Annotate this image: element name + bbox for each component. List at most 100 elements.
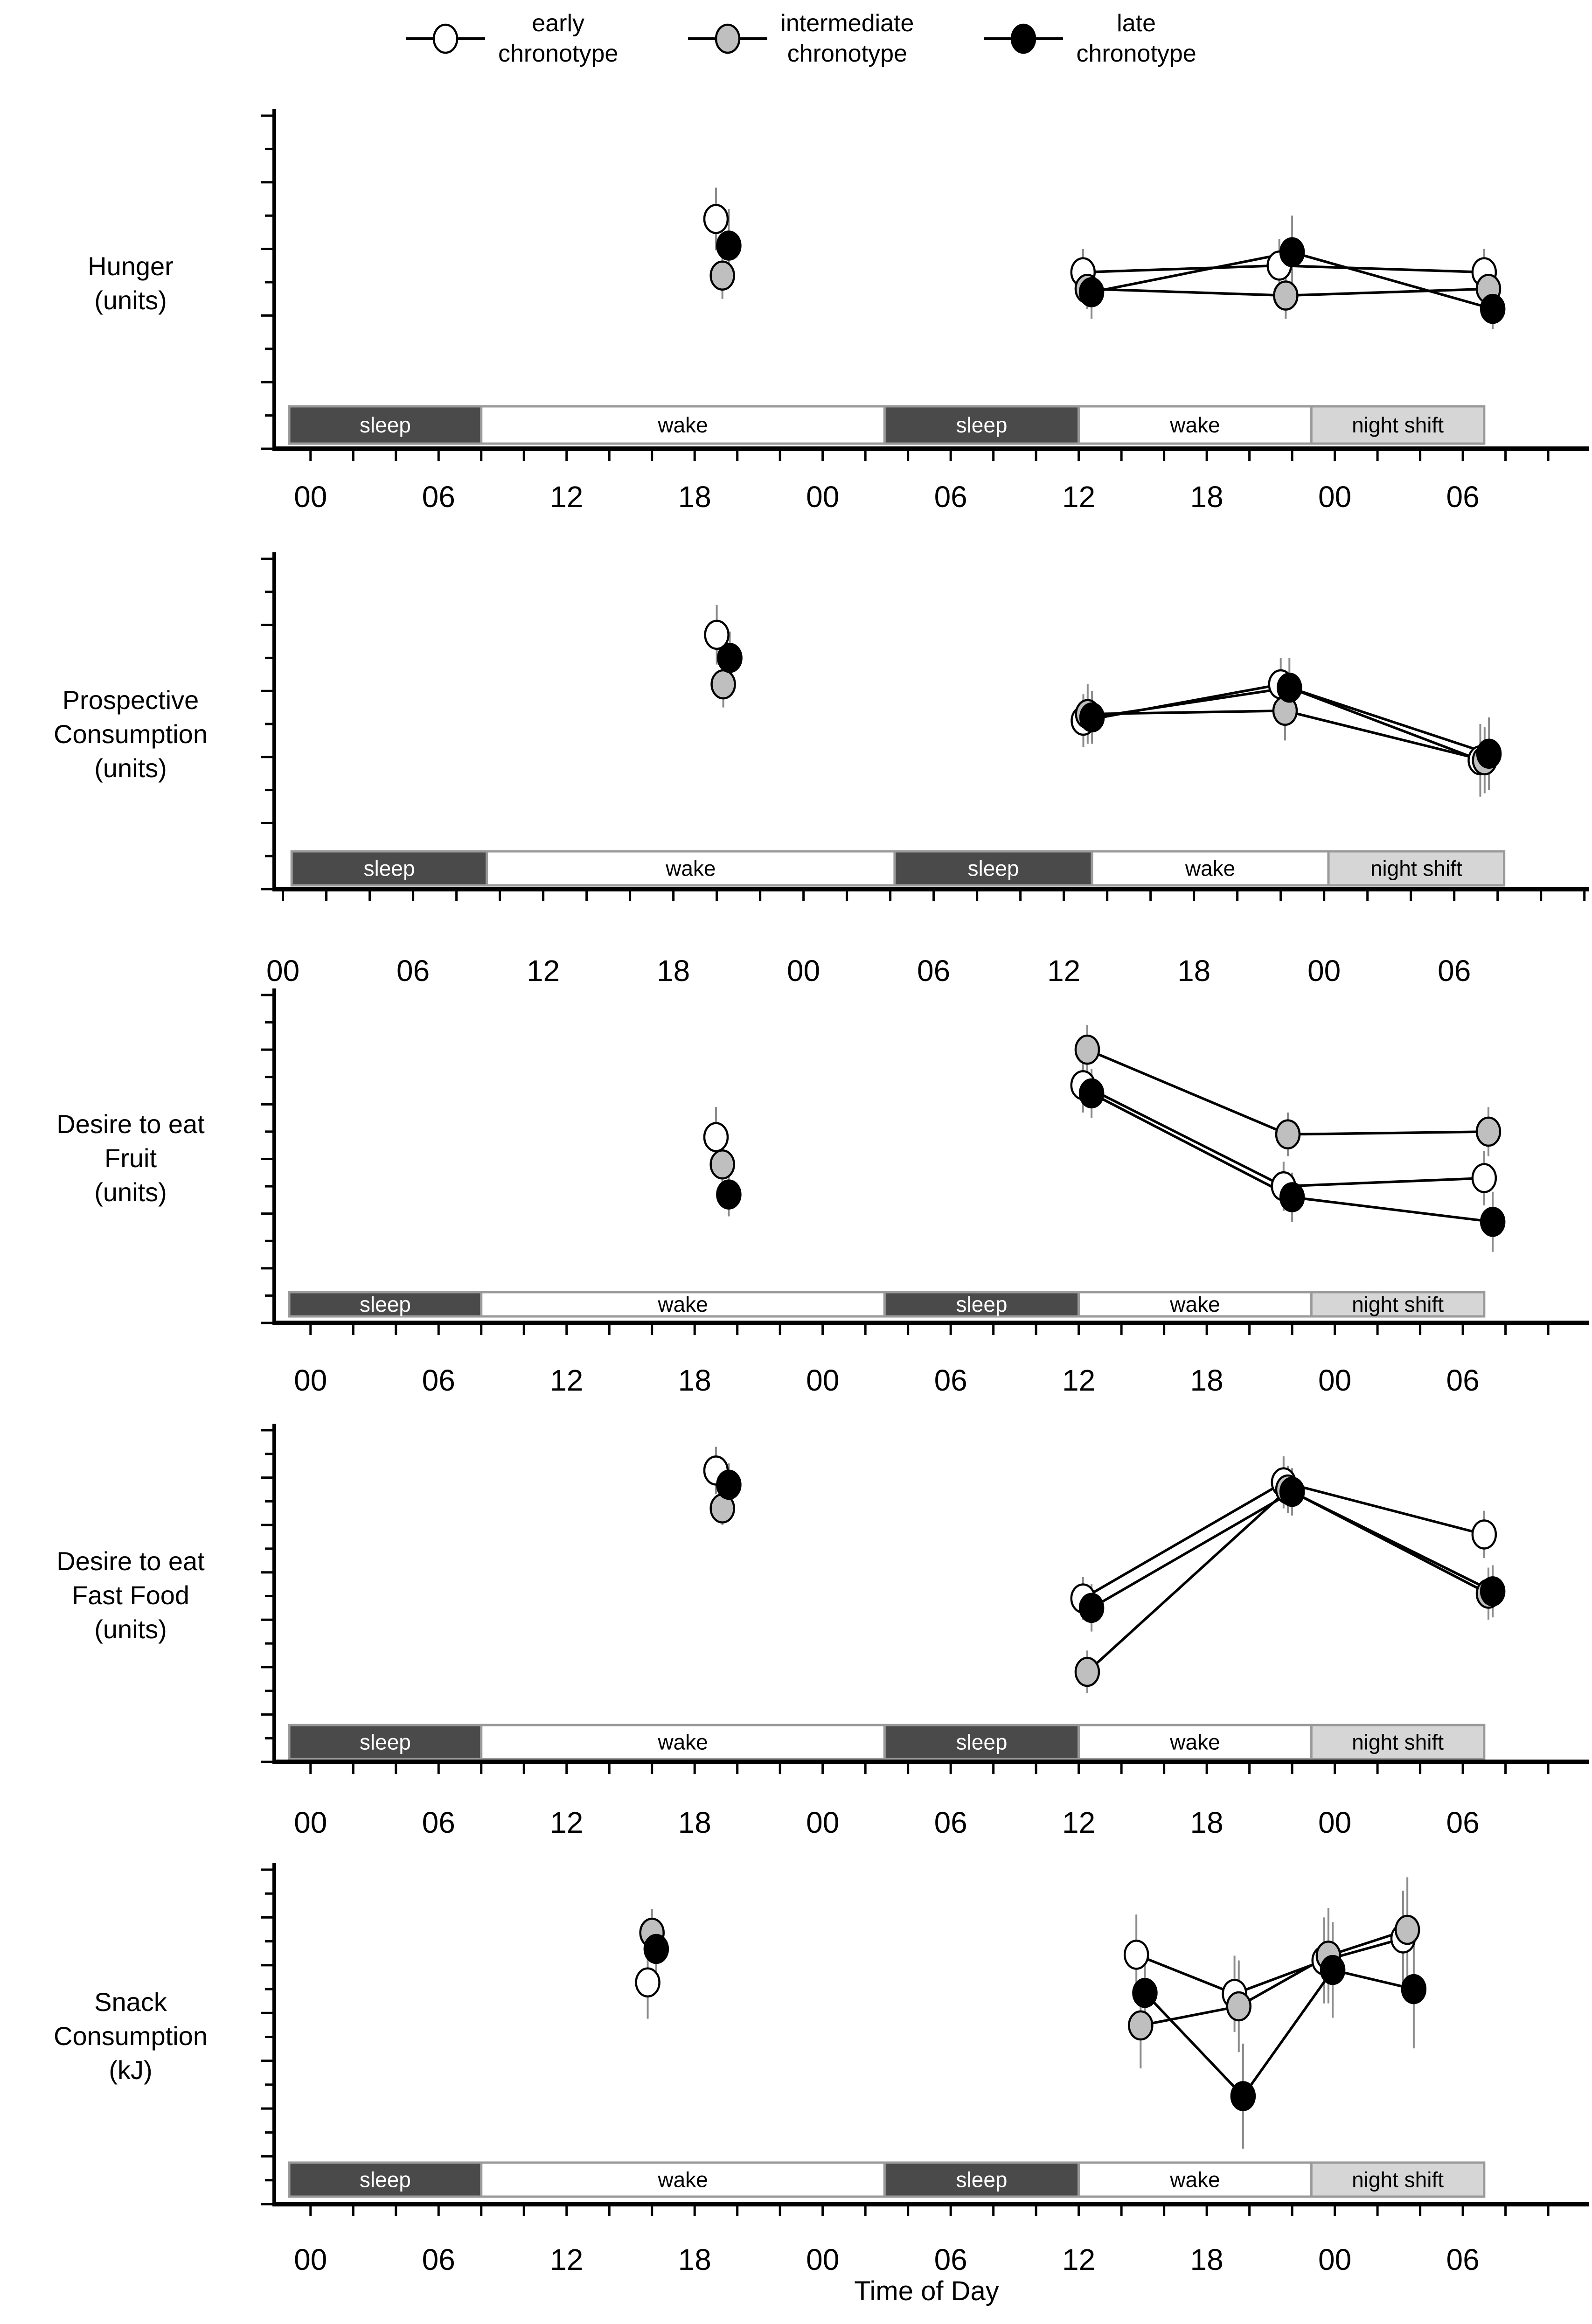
late-chronotype-point [1480,1576,1506,1607]
late-chronotype-point [1230,2081,1256,2111]
x-tick-label: 12 [1062,480,1095,513]
x-tick-label: 00 [1318,1364,1351,1397]
x-tick-label: 06 [422,2243,455,2272]
schedule-bar-wake [1078,1724,1313,1760]
x-tick-label: 00 [266,954,299,988]
x-tick-label: 06 [1446,480,1480,513]
legend-item-intermediate: intermediate chronotype [688,8,914,69]
early-chronotype-point [635,1967,660,1997]
intermediate-chronotype-point [1074,1034,1100,1065]
late-chronotype-point [716,230,742,261]
x-tick-label: 18 [1190,2243,1224,2272]
x-tick-label: 18 [1190,480,1224,513]
ylabel-desire-fast-food: Desire to eat Fast Food (units) [56,1546,205,1644]
late-chronotype-point [1480,1206,1506,1237]
x-tick-label: 00 [787,954,820,988]
schedule-bar-label: wake [657,413,708,437]
schedule-bar-label: wake [657,1730,708,1754]
x-tick-label: 00 [806,1364,839,1397]
intermediate-chronotype-point [1074,1656,1100,1687]
schedule-bar-label: sleep [360,1730,411,1754]
x-tick-label: 00 [294,480,327,513]
x-tick-label: 06 [396,954,430,988]
early-chronotype-point [704,619,730,650]
x-tick-label: 12 [1062,2243,1095,2272]
schedule-bar-wake [480,1291,886,1318]
schedule-bar-sleep [288,1291,483,1318]
schedule-bar-label: wake [657,1292,708,1316]
schedule-bar-label: sleep [363,856,415,881]
late-chronotype-point [1279,237,1305,267]
legend-label-late: late chronotype [1076,10,1196,67]
early-chronotype-point [703,204,729,234]
intermediate-chronotype-point [1475,1116,1502,1147]
schedule-bar-sleep [883,405,1080,445]
ylabel-snack-consumption: Snack Consumption (kJ) [54,1987,208,2085]
schedule-bar-night-shift [1327,850,1506,887]
x-tick-label: 06 [934,2243,967,2272]
intermediate-chronotype-line [1086,1488,1489,1673]
schedule-bar-label: wake [1169,1730,1220,1754]
x-axis-title: Time of Day [854,2276,999,2306]
x-tick-label: 12 [527,954,560,988]
x-tick-label: 00 [806,480,839,513]
x-tick-label: 06 [934,1806,967,1839]
schedule-bar-label: sleep [956,1730,1008,1754]
schedule-bar-label: night shift [1352,1730,1444,1754]
x-tick-label: 18 [1177,954,1210,988]
late-chronotype-point [1320,1955,1346,1985]
intermediate-chronotype-point [1394,1914,1420,1945]
schedule-bar-night-shift [1310,2161,1486,2198]
x-tick-label: 06 [422,480,455,513]
x-tick-label: 06 [1446,1806,1480,1839]
schedule-bar-sleep [288,405,483,445]
x-tick-label: 18 [678,2243,711,2272]
late-chronotype-point [1078,1593,1105,1623]
intermediate-chronotype-point [1226,1991,1252,2022]
schedule-bar-label: sleep [956,413,1008,437]
x-tick-label: 06 [422,1806,455,1839]
ylabel-prospective-consumption: Prospective Consumption (units) [54,685,208,783]
schedule-bar-label: sleep [360,1292,411,1316]
schedule-bar-label: wake [657,2168,708,2192]
schedule-bar-sleep [883,2161,1080,2198]
x-tick-label: 06 [1446,2243,1480,2272]
x-tick-label: 12 [550,1364,583,1397]
late-chronotype-line [1144,1968,1414,2098]
schedule-bar-wake [1091,850,1330,887]
schedule-bar-label: sleep [968,856,1019,881]
x-tick-label: 12 [1062,1364,1095,1397]
x-tick-label: 18 [678,480,711,513]
schedule-bar-wake [480,2161,886,2198]
schedule-bar-sleep [883,1724,1080,1760]
x-tick-label: 12 [550,2243,583,2272]
late-chronotype-point [1078,277,1105,307]
schedule-bar-label: wake [1185,856,1235,881]
x-tick-label: 18 [1190,1364,1224,1397]
x-tick-label: 18 [657,954,690,988]
x-tick-label: 00 [1318,2243,1351,2272]
early-chronotype-point [703,1122,729,1152]
x-tick-label: 12 [550,480,583,513]
schedule-bar-wake [1078,1291,1313,1318]
x-tick-label: 00 [806,2243,839,2272]
legend-item-early: early chronotype [406,8,618,69]
schedule-bar-label: night shift [1352,1292,1444,1316]
early-chronotype-point [1471,1163,1497,1193]
late-chronotype-point [1401,1974,1427,2004]
early-chronotype-line [1136,1937,1404,1996]
x-tick-label: 00 [294,1806,327,1839]
legend: early chronotype intermediate chronotype… [406,8,1196,69]
x-tick-label: 06 [934,1364,967,1397]
intermediate-series-marker-icon [688,23,768,54]
intermediate-chronotype-point [1128,2010,1154,2041]
x-tick-label: 00 [806,1806,839,1839]
intermediate-chronotype-point [710,669,736,700]
